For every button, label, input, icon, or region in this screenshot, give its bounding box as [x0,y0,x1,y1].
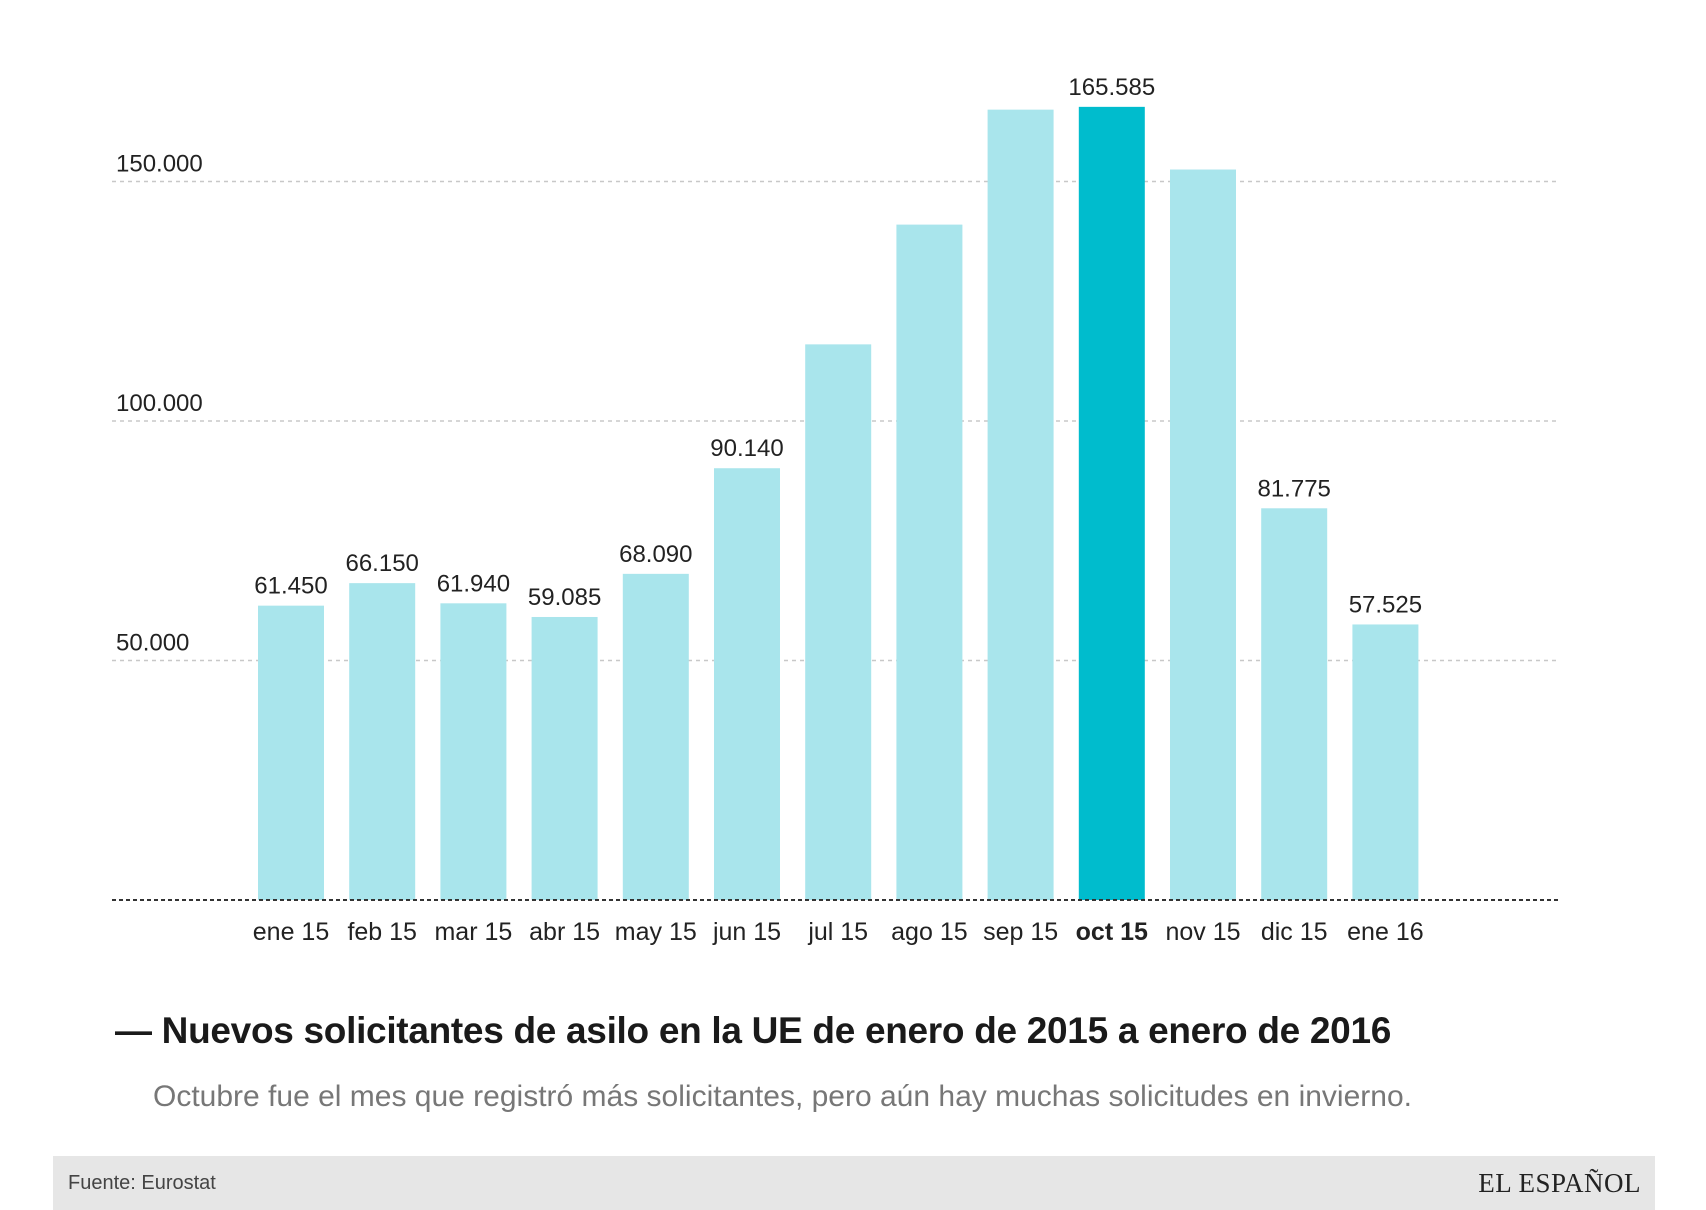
x-tick-label: abr 15 [529,918,600,946]
data-label: 81.775 [1257,475,1330,502]
x-tick-label: ene 15 [253,918,329,946]
bar [896,224,963,901]
bar [622,573,689,900]
bar [1170,169,1236,900]
y-tick-label: 50.000 [116,630,189,657]
data-labels: 61.450 66.150 61.940 59.085 68.090 90.140 165.… [254,74,1422,619]
data-label: 90.140 [710,435,783,462]
bar [987,109,1054,900]
data-label: 61.940 [437,570,510,597]
y-axis-ticks: 50.000 100.000 150.000 [116,151,203,657]
x-tick-label: jul 15 [807,918,868,946]
bar [1352,624,1419,900]
x-tick-label: nov 15 [1165,918,1240,946]
data-label: 61.450 [254,573,327,600]
x-tick-label: dic 15 [1261,918,1328,946]
x-tick-label: ago 15 [891,918,967,946]
bar [349,583,416,900]
data-label: 66.150 [345,550,418,577]
bar [258,605,324,900]
x-tick-label: jun 15 [712,918,781,946]
y-tick-label: 100.000 [116,390,203,417]
x-tick-label: ene 16 [1347,918,1423,946]
data-label: 68.090 [619,541,692,568]
x-tick-label: may 15 [615,918,697,946]
bar-chart: 50.000 100.000 150.000 61.450 66.150 61.940 5… [112,74,1560,946]
publisher-logo: EL ESPAÑOL [1478,1168,1641,1198]
x-tick-label: feb 15 [347,918,417,946]
footer-bar: Fuente: Eurostat EL ESPAÑOL [53,1156,1655,1210]
x-tick-label: mar 15 [434,918,512,946]
source-text: Fuente: Eurostat [68,1172,216,1194]
x-tick-label: oct 15 [1076,918,1148,946]
bars [258,106,1419,901]
data-label: 59.085 [528,584,601,611]
data-label: 57.525 [1349,591,1422,618]
bar [714,468,780,900]
chart-title: — Nuevos solicitantes de asilo en la UE … [115,1010,1392,1051]
bar [805,344,872,900]
bar [1078,106,1145,901]
bar [531,616,598,900]
x-axis-ticks: ene 15 feb 15 mar 15 abr 15 may 15 jun 15 jul … [253,918,1424,946]
y-tick-label: 150.000 [116,151,203,178]
chart-subtitle: Octubre fue el mes que registró más soli… [153,1080,1412,1113]
bar [440,603,507,900]
data-label: 165.585 [1068,74,1155,101]
bar [1261,508,1328,900]
x-tick-label: sep 15 [983,918,1058,946]
